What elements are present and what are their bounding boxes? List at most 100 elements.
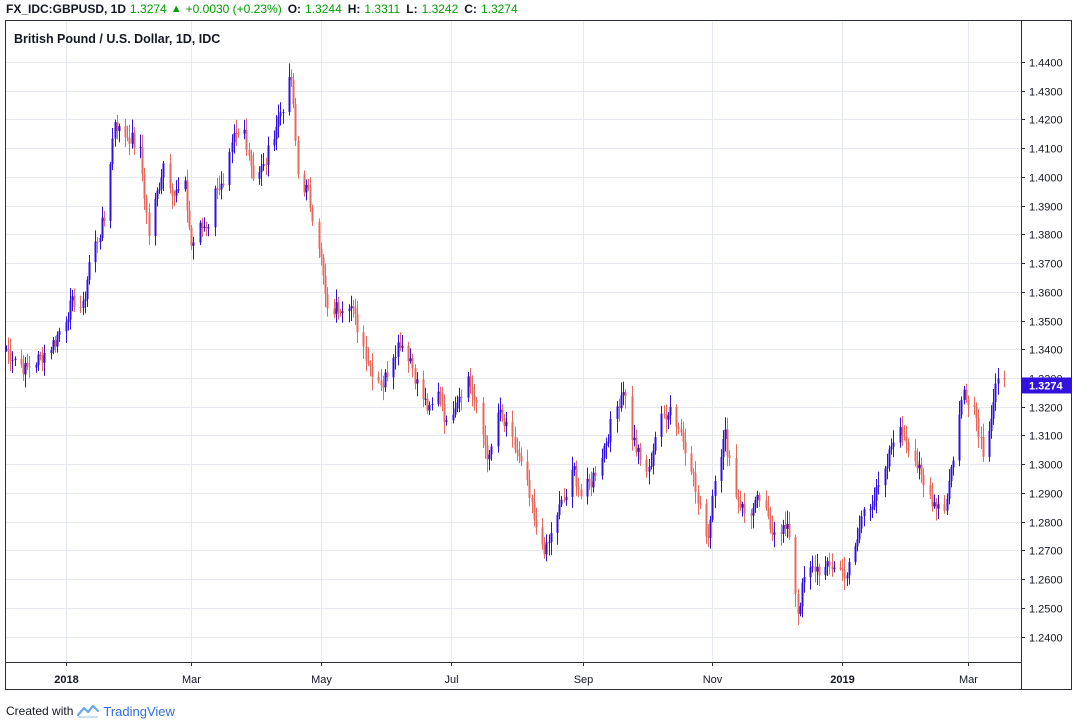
candle [550, 522, 553, 556]
candle [511, 410, 514, 448]
candle [186, 169, 189, 223]
candle [1003, 370, 1006, 388]
candle-body [5, 349, 8, 351]
candle [397, 334, 400, 366]
candle [422, 370, 425, 408]
candle [41, 347, 44, 372]
up-arrow-icon: ▲ [170, 3, 182, 15]
y-tick-label-14: 1.3000 [1029, 460, 1063, 472]
candle-body [526, 461, 529, 481]
candle [348, 304, 351, 323]
candle [609, 411, 612, 453]
candle-body [973, 405, 976, 407]
candle [333, 298, 336, 319]
candle-body [482, 402, 485, 436]
candle-body [631, 396, 634, 441]
candle [605, 437, 608, 460]
candle [445, 415, 448, 426]
candle [728, 450, 731, 467]
candle-body [407, 345, 410, 362]
candle-body [724, 429, 727, 440]
y-tick-label-1: 1.4300 [1029, 87, 1063, 99]
candle-body [616, 406, 619, 419]
candle-body [660, 413, 663, 437]
candle-body [680, 429, 683, 433]
candle-body [809, 567, 812, 578]
candle [765, 490, 768, 511]
tradingview-link[interactable]: TradingView [103, 703, 175, 719]
candle [124, 118, 127, 148]
candle-body [452, 414, 455, 421]
candle-body [699, 503, 702, 505]
candle [131, 119, 134, 149]
candle-body [937, 504, 940, 509]
candle-body [139, 147, 142, 149]
candle [441, 387, 444, 412]
candle [497, 403, 500, 453]
candle [618, 398, 621, 422]
candle-body [154, 199, 157, 236]
candle [965, 383, 968, 403]
candle-body [518, 452, 521, 457]
candle-body [11, 360, 14, 362]
y-tick-label-9: 1.3500 [1029, 317, 1063, 329]
candle [950, 464, 953, 488]
candle [437, 382, 440, 407]
x-tick-label-4: Sep [574, 674, 594, 686]
candle [948, 469, 951, 505]
candle [443, 394, 446, 435]
candle [839, 560, 842, 571]
candle-body [486, 445, 489, 460]
candle-body [428, 405, 431, 411]
chart-frame[interactable] [5, 20, 1072, 690]
candle-body [65, 322, 68, 332]
candle [799, 602, 802, 617]
candle [469, 368, 472, 394]
candle-body [548, 542, 551, 544]
candle-body [424, 398, 427, 400]
candle [758, 492, 761, 507]
candle-body [935, 502, 938, 509]
candle [890, 438, 893, 455]
open-value: 1.3244 [305, 2, 342, 16]
candle [260, 154, 263, 186]
candle [71, 289, 74, 312]
candle-body [186, 180, 189, 211]
y-tick-label-15: 1.2900 [1029, 489, 1063, 501]
candle-body [977, 418, 980, 437]
candle-body [980, 436, 983, 438]
candle [54, 336, 57, 353]
candle [214, 185, 217, 237]
created-with-text: Created with [6, 704, 74, 718]
candle-body [24, 362, 27, 375]
candle-body [143, 174, 146, 199]
candle-body [335, 302, 338, 315]
candle-body [426, 398, 429, 411]
candle [277, 104, 280, 138]
x-tick-label-5: Nov [703, 674, 723, 686]
candle-body [905, 436, 908, 443]
candle [994, 373, 997, 411]
candle [488, 450, 491, 471]
candle [877, 471, 880, 495]
candle [826, 557, 829, 576]
candle [848, 558, 851, 585]
candle-body [322, 257, 325, 276]
candle [320, 242, 323, 266]
candle [650, 452, 653, 470]
candle [575, 460, 578, 496]
candle-body [707, 536, 710, 538]
y-tick-label-8: 1.3600 [1029, 288, 1063, 300]
candle [735, 444, 738, 500]
candle-body [37, 354, 40, 365]
candle-body [214, 188, 217, 228]
footer: Created with TradingView [6, 701, 175, 721]
candle [288, 63, 291, 116]
candle-body [601, 457, 604, 476]
y-tick-label-0: 1.4400 [1029, 58, 1063, 70]
candle-body [756, 494, 759, 500]
symbol-label[interactable]: FX_IDC:GBPUSD, 1D [6, 2, 127, 16]
candle-body [603, 445, 606, 458]
candle [79, 295, 82, 314]
